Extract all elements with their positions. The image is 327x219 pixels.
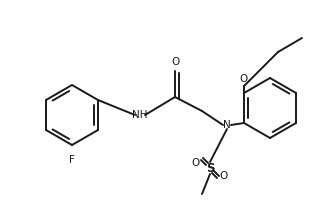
Text: NH: NH xyxy=(132,110,148,120)
Text: N: N xyxy=(223,120,231,130)
Text: O: O xyxy=(220,171,228,181)
Text: F: F xyxy=(69,155,75,165)
Text: S: S xyxy=(206,161,214,175)
Text: O: O xyxy=(239,74,247,84)
Text: O: O xyxy=(192,158,200,168)
Text: O: O xyxy=(172,57,180,67)
